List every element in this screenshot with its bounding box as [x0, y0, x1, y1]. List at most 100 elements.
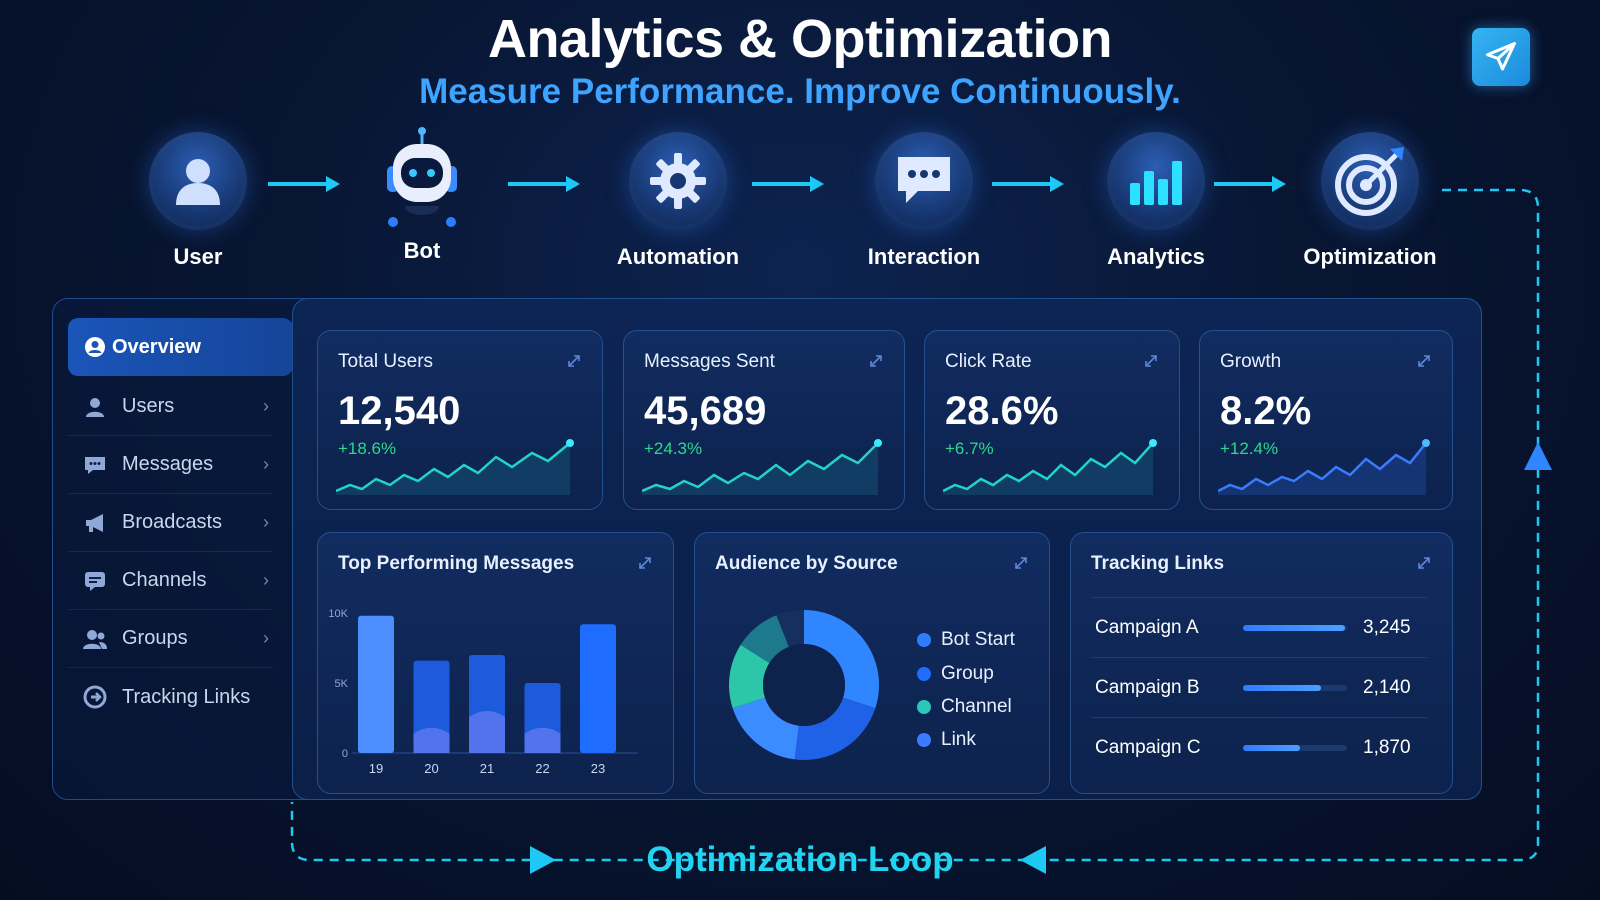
expand-icon[interactable]: [868, 353, 884, 369]
donut-slice: [740, 615, 790, 664]
stat-card-messages-sent[interactable]: Messages Sent 45,689 +24.3%: [623, 330, 905, 510]
tracking-value: 2,140: [1363, 677, 1411, 698]
tracking-row-campaign-a[interactable]: Campaign A 3,245: [1095, 599, 1425, 657]
stat-value: 45,689: [644, 389, 767, 433]
tracking-bar: [1243, 685, 1347, 691]
stat-value: 28.6%: [945, 389, 1059, 433]
channel-icon: [82, 568, 108, 594]
bar-chart: 0 5K 10K 19 20 21 22 23: [328, 608, 638, 776]
row-divider: [1091, 717, 1427, 718]
tracking-bar-fill: [1243, 625, 1345, 631]
flow-arrow-icon: [1214, 176, 1286, 192]
expand-icon[interactable]: [1013, 555, 1029, 571]
chevron-right-icon: ›: [263, 512, 269, 532]
bar-segment: [469, 711, 505, 753]
loop-label: Optimization Loop: [646, 840, 954, 879]
sidebar-item-label: Overview: [112, 335, 201, 358]
page-title: Analytics & Optimization: [487, 9, 1113, 69]
legend-label: Link: [941, 729, 976, 750]
expand-icon[interactable]: [1143, 353, 1159, 369]
stat-value: 8.2%: [1220, 389, 1312, 433]
sidebar-item-tracking-links[interactable]: Tracking Links: [68, 668, 273, 726]
tracking-row-campaign-c[interactable]: Campaign C 1,870: [1095, 719, 1425, 777]
sidebar-item-label: Channels: [122, 569, 207, 591]
link-icon: [82, 684, 108, 710]
stat-title: Growth: [1220, 351, 1282, 372]
donut-hole: [763, 644, 845, 726]
flow-label: Interaction: [867, 244, 981, 269]
legend-dot: [917, 633, 931, 647]
flow-step-user: User: [98, 132, 298, 270]
donut-slice: [729, 644, 770, 709]
donut-slice: [794, 696, 876, 760]
flow-label: Bot: [403, 238, 441, 263]
bar: [358, 615, 394, 753]
x-tick-label: 19: [369, 761, 383, 776]
flow-arrow-icon: [508, 176, 580, 192]
chat-bubble-icon: [875, 132, 973, 230]
stat-title: Messages Sent: [644, 351, 775, 372]
card-title: Audience by Source: [715, 553, 898, 574]
flow-step-automation: Automation: [578, 132, 778, 270]
sidebar-item-label: Tracking Links: [122, 685, 251, 708]
user-circle-icon: [85, 337, 105, 357]
stat-card-growth[interactable]: Growth 8.2% +12.4%: [1199, 330, 1453, 510]
target-icon: [1321, 132, 1419, 230]
group-icon: [82, 626, 108, 652]
stat-card-click-rate[interactable]: Click Rate 28.6% +6.7%: [924, 330, 1180, 510]
tracking-name: Campaign B: [1095, 677, 1200, 698]
legend-dot: [917, 667, 931, 681]
chevron-right-icon: ›: [263, 628, 269, 648]
donut-slice: [803, 610, 879, 709]
sparkline: [642, 439, 882, 495]
tracking-bar: [1243, 625, 1347, 631]
expand-icon[interactable]: [1416, 555, 1432, 571]
legend-item: Bot Start: [917, 629, 1015, 651]
expand-icon[interactable]: [566, 353, 582, 369]
sidebar-item-overview[interactable]: Overview: [68, 318, 293, 376]
stat-delta: +18.6%: [338, 439, 397, 458]
tracking-name: Campaign C: [1095, 737, 1201, 758]
chevron-right-icon: ›: [263, 396, 269, 416]
donut-chart: [729, 610, 879, 760]
sidebar: Overview Users › Messages › Broadcasts ›…: [53, 299, 293, 799]
stat-delta: +12.4%: [1220, 439, 1279, 458]
audience-card: Audience by Source Bot Start Group Chann…: [694, 532, 1050, 794]
tracking-value: 3,245: [1363, 617, 1411, 638]
expand-icon[interactable]: [1416, 353, 1432, 369]
flow-step-bot: Bot: [322, 126, 522, 264]
y-tick-label: 5K: [335, 678, 349, 690]
sidebar-item-label: Messages: [122, 453, 214, 475]
x-tick-label: 20: [424, 761, 438, 776]
sidebar-item-users[interactable]: Users ›: [68, 378, 273, 436]
sidebar-item-label: Users: [122, 395, 175, 417]
megaphone-icon: [82, 510, 108, 536]
card-title: Tracking Links: [1091, 553, 1225, 574]
tracking-value: 1,870: [1363, 737, 1411, 758]
stat-delta: +24.3%: [644, 439, 703, 458]
expand-icon[interactable]: [637, 555, 653, 571]
flow-step-interaction: Interaction: [824, 132, 1024, 270]
flow-label: Optimization: [1303, 244, 1437, 269]
sidebar-item-channels[interactable]: Channels ›: [68, 552, 273, 610]
sidebar-item-broadcasts[interactable]: Broadcasts ›: [68, 494, 273, 552]
donut-slice: [732, 696, 800, 760]
flow-arrow-icon: [752, 176, 824, 192]
page-subtitle: Measure Performance. Improve Continuousl…: [419, 72, 1181, 111]
gear-icon: [629, 132, 727, 230]
donut-slice: [776, 610, 805, 648]
sidebar-item-groups[interactable]: Groups ›: [68, 610, 273, 668]
tracking-row-campaign-b[interactable]: Campaign B 2,140: [1095, 659, 1425, 717]
flow-arrow-icon: [268, 176, 340, 192]
legend-dot: [917, 700, 931, 714]
stat-title: Click Rate: [945, 351, 1032, 372]
legend-label: Group: [941, 663, 994, 684]
tracking-name: Campaign A: [1095, 617, 1199, 638]
stat-card-total-users[interactable]: Total Users 12,540 +18.6%: [317, 330, 603, 510]
flow-step-analytics: Analytics: [1056, 132, 1256, 270]
sidebar-item-messages[interactable]: Messages ›: [68, 436, 273, 494]
telegram-icon[interactable]: [1472, 28, 1530, 86]
flow-step-optimization: Optimization: [1270, 132, 1470, 270]
flow-label: Automation: [616, 244, 740, 269]
legend-item: Link: [917, 729, 976, 751]
